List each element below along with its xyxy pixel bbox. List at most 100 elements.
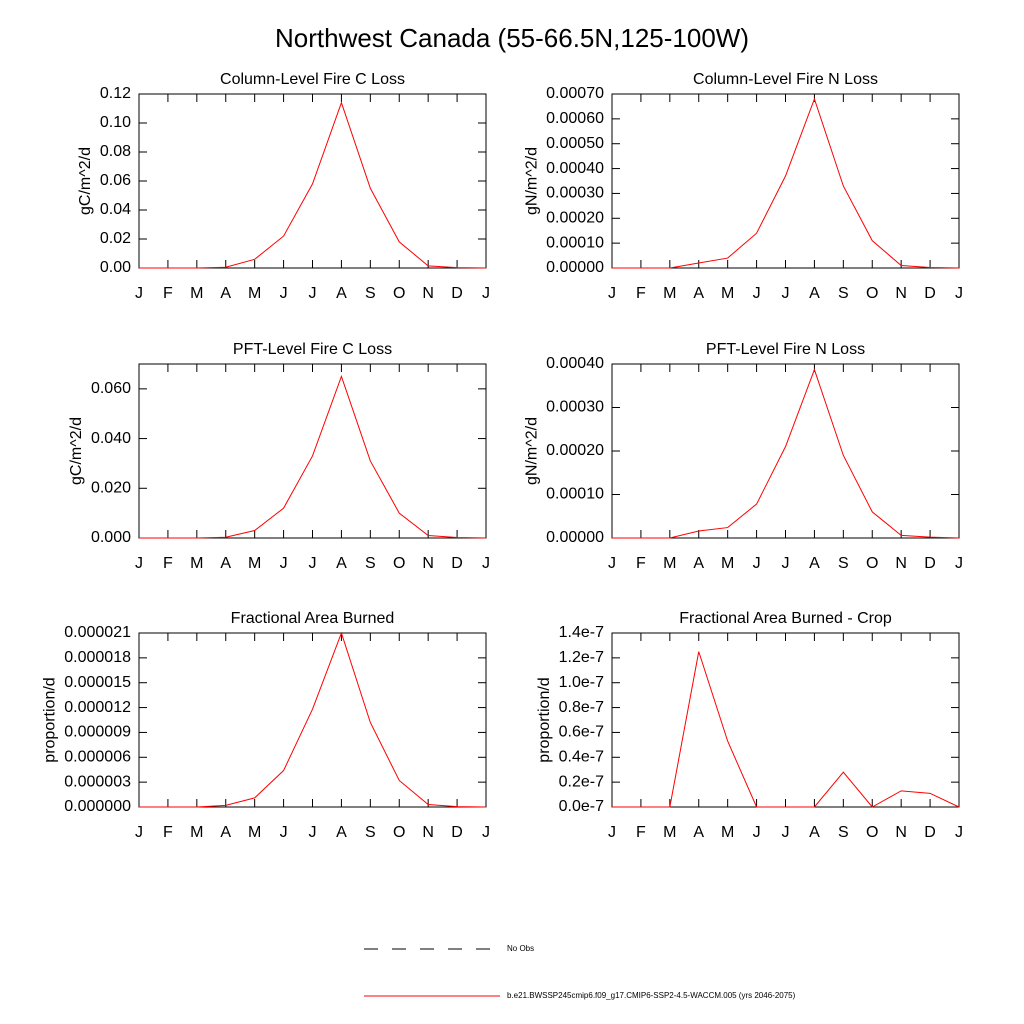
x-tick-label: J [782,824,790,841]
y-axis-label: gC/m^2/d [68,417,85,485]
x-tick-label: S [365,285,376,302]
data-line [612,368,960,539]
x-tick-label: J [280,824,288,841]
y-tick-label: 0.00070 [546,85,604,102]
y-tick-label: 0.2e-7 [559,773,604,790]
x-tick-label: A [336,555,347,572]
x-tick-label: M [663,824,676,841]
x-tick-label: N [895,555,907,572]
y-tick-label: 0.4e-7 [559,749,604,766]
y-tick-label: 0.000000 [64,798,131,815]
y-tick-label: 0.00000 [546,259,604,276]
y-tick-label: 0.000 [91,529,131,546]
x-tick-label: J [753,285,761,302]
x-tick-label: O [393,555,405,572]
y-tick-label: 0.000003 [64,773,131,790]
panel-title: Column-Level Fire C Loss [220,71,405,88]
x-tick-label: M [190,555,203,572]
x-tick-label: N [422,824,434,841]
x-tick-label: F [636,555,646,572]
x-tick-label: M [190,824,203,841]
y-tick-label: 0.000015 [64,674,131,691]
y-tick-label: 0.04 [100,201,131,218]
y-tick-label: 0.000006 [64,749,131,766]
x-tick-label: M [721,555,734,572]
x-tick-label: A [220,285,231,302]
legend-label: b.e21.BWSSP245cmip6.f09_g17.CMIP6-SSP2-4… [507,991,796,1000]
x-tick-label: N [422,285,434,302]
x-tick-label: F [163,824,173,841]
legend-label: No Obs [507,944,534,953]
x-tick-label: M [721,285,734,302]
y-tick-label: 0.00030 [546,399,604,416]
x-tick-label: N [422,555,434,572]
data-line [612,651,960,808]
x-tick-label: A [336,285,347,302]
x-tick-label: J [482,285,490,302]
x-tick-label: D [451,824,463,841]
y-tick-label: 0.00010 [546,234,604,251]
x-tick-label: S [838,285,849,302]
y-tick-label: 0.020 [91,480,131,497]
y-tick-label: 0.00030 [546,185,604,202]
x-tick-label: J [309,824,317,841]
x-tick-label: J [955,285,963,302]
plot-frame [138,93,487,269]
x-tick-label: N [895,285,907,302]
x-tick-label: J [608,555,616,572]
panel-title: Fractional Area Burned - Crop [679,610,892,627]
y-tick-label: 0.000009 [64,724,131,741]
x-tick-label: J [280,555,288,572]
x-tick-label: M [721,824,734,841]
y-tick-label: 0.00 [100,259,131,276]
plot-frame [611,363,960,539]
plot-frame [138,363,487,539]
y-axis-label: proportion/d [536,677,553,762]
y-tick-label: 1.0e-7 [559,674,604,691]
y-tick-label: 0.000018 [64,649,131,666]
y-tick-label: 0.000012 [64,699,131,716]
plot-frame [611,632,960,808]
data-line [139,374,487,539]
x-tick-label: J [309,555,317,572]
y-tick-label: 0.00020 [546,210,604,227]
x-tick-label: J [309,285,317,302]
x-tick-label: A [809,555,820,572]
y-tick-label: 0.6e-7 [559,724,604,741]
panel-title: PFT-Level Fire C Loss [233,341,392,358]
y-tick-label: 0.10 [100,114,131,131]
x-tick-label: S [365,555,376,572]
x-tick-label: O [866,555,878,572]
x-tick-label: A [336,824,347,841]
x-tick-label: J [135,555,143,572]
panel-title: Fractional Area Burned [231,610,395,627]
y-tick-label: 0.08 [100,143,131,160]
x-tick-label: M [663,555,676,572]
panel-title: PFT-Level Fire N Loss [706,341,865,358]
x-tick-label: J [782,285,790,302]
y-tick-label: 0.12 [100,85,131,102]
y-tick-label: 0.0e-7 [559,798,604,815]
x-tick-label: D [924,824,936,841]
x-tick-label: J [955,555,963,572]
x-tick-label: M [248,824,261,841]
x-tick-label: J [782,555,790,572]
x-tick-label: F [163,555,173,572]
x-tick-label: O [866,285,878,302]
x-tick-label: A [693,824,704,841]
x-tick-label: A [220,824,231,841]
x-tick-label: S [365,824,376,841]
x-tick-label: J [135,824,143,841]
y-axis-label: gN/m^2/d [523,417,540,485]
x-tick-label: M [663,285,676,302]
x-tick-label: J [280,285,288,302]
y-tick-label: 0.040 [91,430,131,447]
y-tick-label: 0.00040 [546,160,604,177]
x-tick-label: J [482,555,490,572]
x-tick-label: F [163,285,173,302]
panel-title: Column-Level Fire N Loss [693,71,878,88]
y-tick-label: 0.000021 [64,624,131,641]
y-axis-label: proportion/d [41,677,58,762]
figure-title: Northwest Canada (55-66.5N,125-100W) [275,23,749,53]
x-tick-label: D [451,555,463,572]
